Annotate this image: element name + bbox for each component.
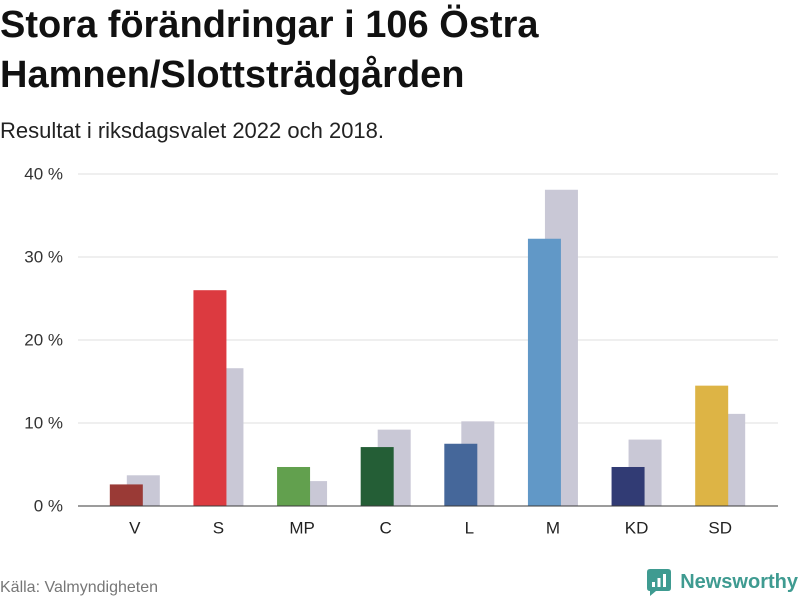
x-tick-label-m: M [546,519,560,538]
newsworthy-logo-icon [647,568,672,596]
x-tick-label-l: L [465,519,474,538]
y-tick-label: 10 % [24,414,63,433]
x-tick-label-mp: MP [289,519,315,538]
brand-name: Newsworthy [680,571,798,593]
logo-bar [657,577,661,587]
chart-subtitle: Resultat i riksdagsvalet 2022 och 2018. [0,118,385,143]
bar-chart: 0 % 10 % 20 % 30 % 40 % V S MP C L M KD SD [24,165,778,538]
bar-2022-kd [611,466,645,506]
logo-bar [652,581,656,587]
x-tick-label-s: S [213,519,224,538]
chart-title: Stora förändringar i 106 Östra Hamnen/Sl… [0,4,539,96]
bar-2022-sd [695,385,729,506]
logo-bar [663,573,667,587]
x-tick-label-kd: KD [625,519,649,538]
source-note: Källa: Valmyndigheten [0,579,159,596]
x-tick-label-c: C [380,519,392,538]
y-tick-label: 20 % [24,331,63,350]
y-tick-label: 40 % [24,165,63,184]
newsworthy-logo: Newsworthy [647,568,798,596]
y-tick-label: 0 % [34,497,63,516]
bar-2022-v [109,484,143,506]
bar-2022-l [444,443,478,506]
x-tick-label-v: V [129,519,141,538]
bar-2022-s [193,290,227,506]
x-tick-label-sd: SD [708,519,732,538]
y-tick-label: 30 % [24,248,63,267]
bar-2022-m [527,238,561,506]
bar-2022-mp [277,466,311,506]
bar-2022-c [360,447,394,506]
